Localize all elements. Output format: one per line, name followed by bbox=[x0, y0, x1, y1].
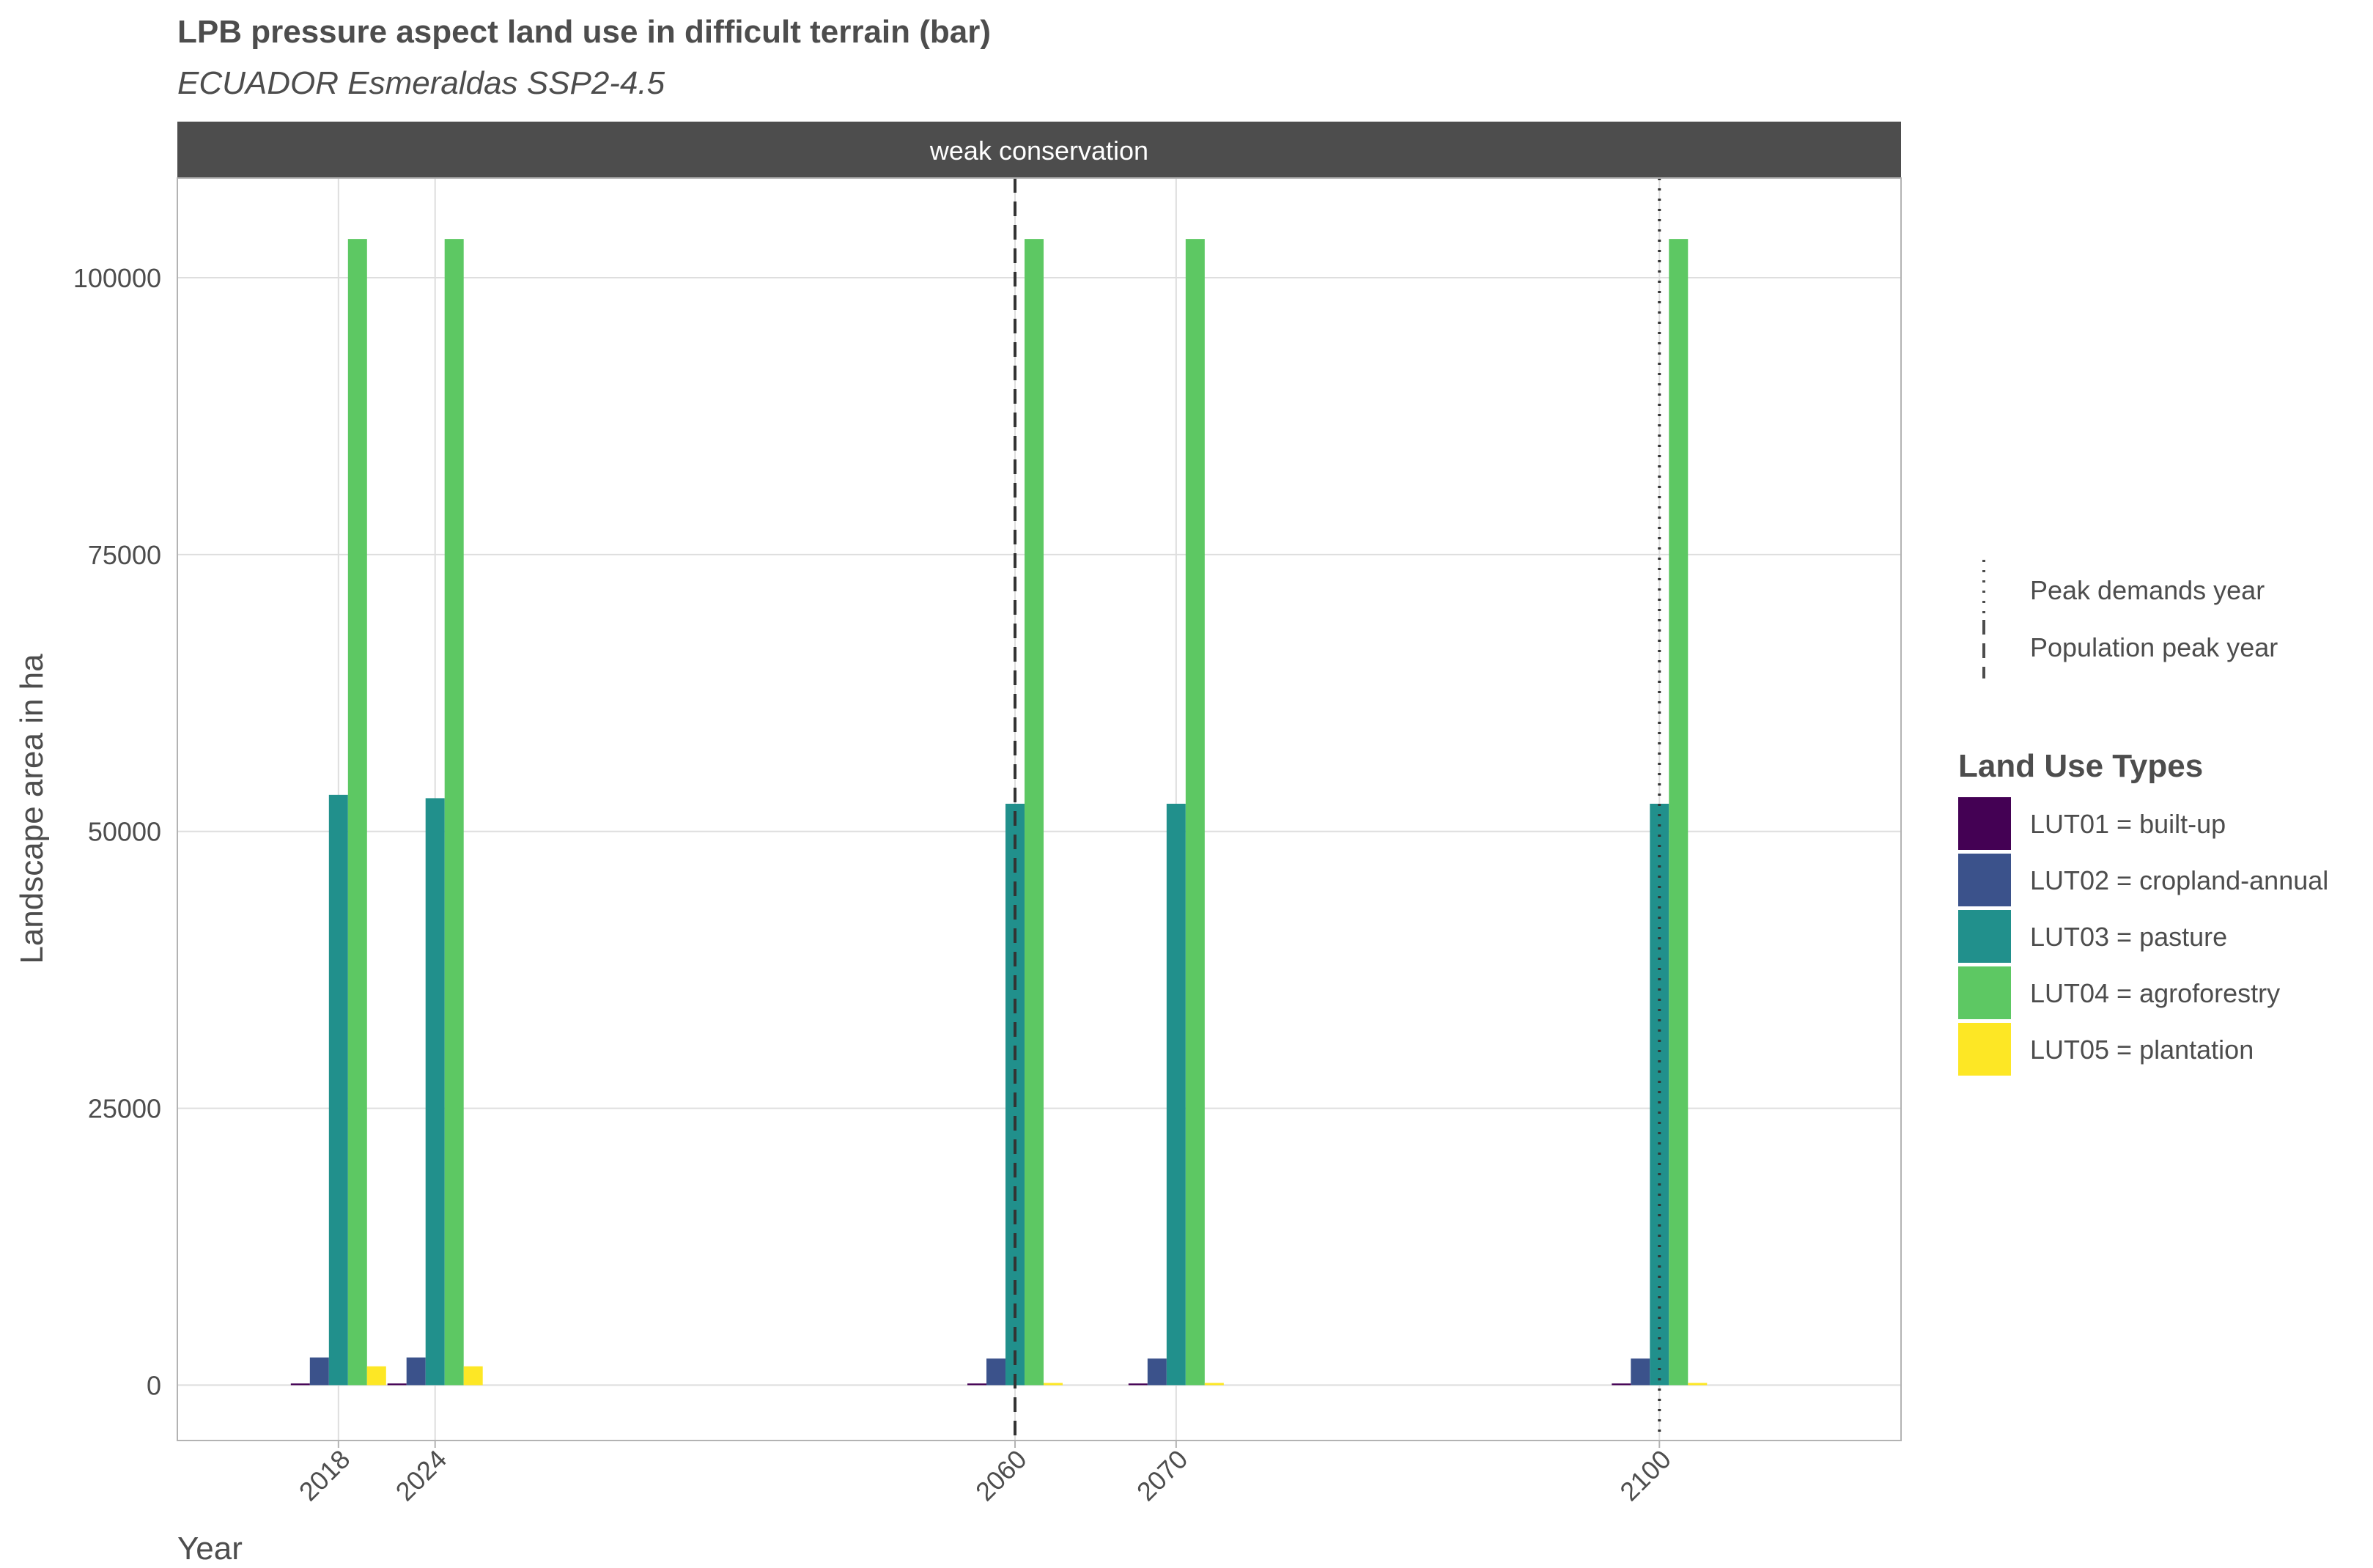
bar-lut01-2060 bbox=[967, 1383, 987, 1386]
bar-lut01-2024 bbox=[387, 1383, 407, 1386]
bar-lut04-2070 bbox=[1185, 239, 1205, 1386]
legend-label-lut05: LUT05 = plantation bbox=[2030, 1035, 2254, 1065]
x-tick-label: 2024 bbox=[390, 1444, 453, 1507]
bar-lut04-2018 bbox=[347, 239, 367, 1386]
chart-subtitle: ECUADOR Esmeraldas SSP2-4.5 bbox=[177, 65, 665, 101]
legend-label-lut01: LUT01 = built-up bbox=[2030, 809, 2226, 839]
bar-lut05-2100 bbox=[1688, 1383, 1708, 1386]
y-tick-label: 75000 bbox=[88, 540, 161, 570]
legend-swatch-lut02 bbox=[1958, 854, 2011, 906]
bar-lut04-2024 bbox=[444, 239, 464, 1386]
bar-lut01-2018 bbox=[290, 1383, 310, 1386]
bar-lut02-2018 bbox=[309, 1357, 329, 1386]
bar-lut02-2024 bbox=[406, 1357, 426, 1386]
legend-swatch-lut04 bbox=[1958, 966, 2011, 1019]
legend-label-lut03: LUT03 = pasture bbox=[2030, 922, 2227, 952]
bar-lut05-2060 bbox=[1044, 1383, 1063, 1386]
bar-lut04-2060 bbox=[1025, 239, 1044, 1386]
legend-swatch-lut03 bbox=[1958, 910, 2011, 963]
legend-label-population-peak: Population peak year bbox=[2030, 632, 2278, 662]
chart-title: LPB pressure aspect land use in difficul… bbox=[177, 14, 991, 50]
legend-swatch-lut05 bbox=[1958, 1023, 2011, 1076]
x-tick-label: 2060 bbox=[970, 1444, 1033, 1507]
y-tick-label: 100000 bbox=[73, 263, 161, 293]
facet-strip bbox=[177, 122, 1901, 177]
y-tick-label: 0 bbox=[147, 1370, 161, 1400]
y-tick-label: 50000 bbox=[88, 817, 161, 847]
bar-lut05-2024 bbox=[463, 1366, 483, 1386]
bar-lut02-2060 bbox=[986, 1358, 1006, 1386]
bar-lut03-2024 bbox=[425, 798, 445, 1386]
bar-lut01-2100 bbox=[1612, 1383, 1631, 1386]
x-tick-label: 2100 bbox=[1614, 1444, 1677, 1507]
legend-label-lut04: LUT04 = agroforestry bbox=[2030, 978, 2280, 1008]
legend-label-peak-demands: Peak demands year bbox=[2030, 575, 2265, 605]
bar-lut05-2018 bbox=[366, 1366, 386, 1386]
x-tick-label: 2070 bbox=[1131, 1444, 1194, 1507]
legend-swatch-lut01 bbox=[1958, 797, 2011, 850]
legend: Peak demands year Population peak year L… bbox=[1958, 560, 2328, 1076]
bar-lut02-2100 bbox=[1631, 1358, 1650, 1386]
bar-lut01-2070 bbox=[1128, 1383, 1148, 1386]
bar-lut03-2018 bbox=[328, 794, 348, 1386]
x-tick-label: 2018 bbox=[293, 1444, 356, 1507]
legend-title: Land Use Types bbox=[1958, 748, 2203, 784]
plot-area: 0 25000 50000 75000 100000 2018 2024 2060 2070 21… bbox=[73, 178, 1901, 1506]
legend-fill-items: LUT01 = built-up LUT02 = cropland-annual L… bbox=[1958, 797, 2328, 1076]
facet-strip-label: weak conservation bbox=[929, 136, 1148, 166]
bar-lut05-2070 bbox=[1204, 1383, 1224, 1386]
bar-lut03-2070 bbox=[1166, 803, 1186, 1386]
legend-label-lut02: LUT02 = cropland-annual bbox=[2030, 865, 2328, 895]
panel-border bbox=[177, 177, 1902, 1441]
bar-lut02-2070 bbox=[1147, 1358, 1167, 1386]
bar-lut04-2100 bbox=[1669, 239, 1689, 1386]
bar-lut03-2100 bbox=[1650, 803, 1669, 1386]
y-tick-label: 25000 bbox=[88, 1094, 161, 1124]
y-axis-label: Landscape area in ha bbox=[14, 654, 50, 964]
x-axis-label: Year bbox=[177, 1531, 243, 1567]
